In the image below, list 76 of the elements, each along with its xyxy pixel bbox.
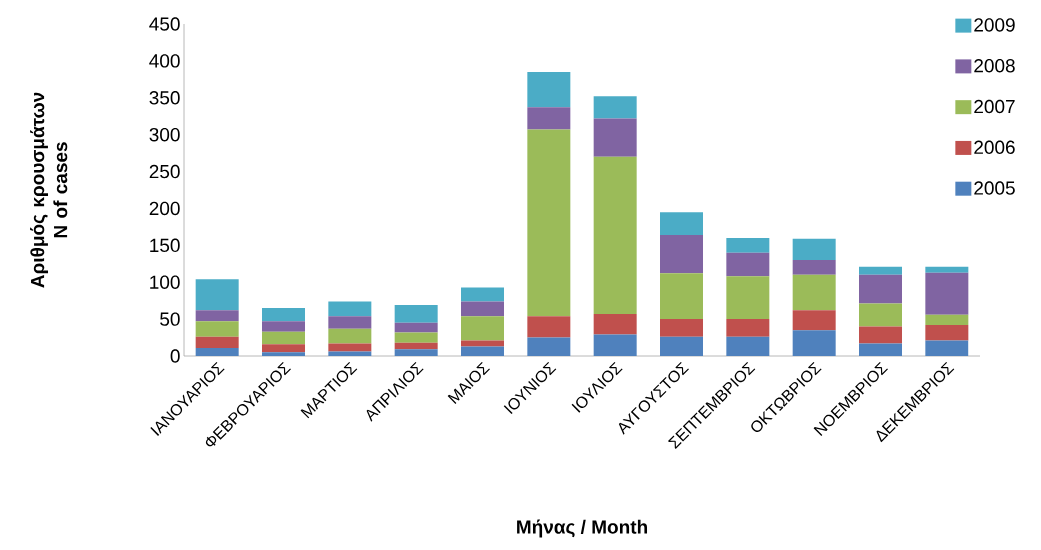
- bar: [660, 273, 703, 320]
- bar: [726, 336, 770, 356]
- bar: [328, 351, 372, 356]
- bar: [328, 316, 372, 329]
- bar: [195, 310, 239, 322]
- legend-label: 2009: [974, 18, 1015, 32]
- y-tick-label: 250: [149, 164, 180, 179]
- bar: [262, 352, 306, 356]
- y-tick-label: 450: [149, 17, 180, 31]
- bar: [527, 129, 571, 317]
- bar: [593, 313, 637, 335]
- bar: [328, 328, 372, 344]
- bar: [262, 321, 306, 332]
- bar: [660, 212, 703, 235]
- bar: [394, 332, 438, 343]
- y-tick-label: 200: [149, 201, 180, 216]
- bar: [726, 276, 770, 320]
- bar: [859, 303, 903, 327]
- y-tick-label: 0: [170, 349, 180, 363]
- bar: [195, 321, 239, 337]
- legend-label: 2008: [974, 59, 1015, 73]
- bar: [461, 346, 504, 356]
- y-tick-label: 400: [149, 54, 180, 68]
- bar: [726, 319, 770, 337]
- y-axis-title: Αριθμός κρουσμάτων N of cases: [30, 92, 68, 288]
- bar: [660, 336, 703, 356]
- bar: [593, 156, 637, 314]
- bar: [792, 274, 836, 311]
- bar: [859, 274, 903, 304]
- y-tick-label: 300: [149, 127, 180, 142]
- bar: [328, 343, 372, 352]
- bar: [660, 235, 703, 274]
- legend-label: 2005: [974, 181, 1015, 195]
- bar: [925, 272, 969, 315]
- bar: [394, 322, 438, 333]
- y-tick-label: 350: [149, 91, 180, 105]
- bar: [925, 340, 969, 356]
- bar: [262, 344, 306, 353]
- bar: [195, 347, 239, 356]
- legend-label: 2006: [974, 140, 1015, 154]
- bar: [527, 337, 571, 356]
- bar: [195, 279, 239, 311]
- bar: [461, 301, 504, 317]
- bar: [527, 71, 571, 108]
- bar: [792, 310, 836, 331]
- bar: [527, 316, 571, 338]
- bar: [726, 237, 770, 253]
- bar: [262, 308, 306, 322]
- bar: [792, 260, 836, 275]
- bar: [394, 305, 438, 323]
- bar: [859, 326, 903, 344]
- y-tick-label: 50: [160, 312, 180, 326]
- y-tick-label: 100: [150, 275, 180, 289]
- bar: [195, 336, 239, 348]
- bar: [394, 349, 438, 356]
- bar: [660, 319, 703, 337]
- bar: [593, 334, 637, 356]
- bar: [726, 252, 770, 277]
- bar: [461, 287, 504, 302]
- bar: [859, 343, 903, 356]
- bar: [859, 266, 903, 275]
- bar: [593, 118, 637, 157]
- y-tick-label: 150: [150, 238, 180, 253]
- x-axis-title: Μήνας / Month: [517, 519, 648, 538]
- bar: [262, 331, 306, 345]
- bar: [925, 325, 969, 341]
- bar: [792, 330, 836, 356]
- bar: [925, 266, 969, 273]
- bar: [925, 314, 969, 326]
- bar: [328, 301, 372, 317]
- bar: [527, 107, 571, 130]
- legend-label: 2007: [974, 99, 1015, 114]
- bar: [593, 96, 637, 119]
- bar: [461, 316, 504, 341]
- bar: [394, 342, 438, 350]
- bar: [792, 238, 836, 261]
